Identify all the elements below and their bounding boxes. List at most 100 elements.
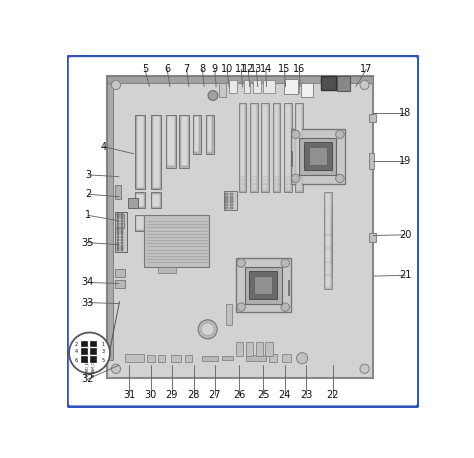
Text: 31: 31 xyxy=(123,390,136,400)
Bar xyxy=(255,343,263,356)
Bar xyxy=(193,115,201,154)
Text: 15: 15 xyxy=(278,64,291,74)
Bar xyxy=(115,185,121,199)
Circle shape xyxy=(292,130,300,138)
Bar xyxy=(250,103,258,192)
Text: PWRD_EN: PWRD_EN xyxy=(85,358,90,376)
Bar xyxy=(152,194,160,207)
Bar xyxy=(324,232,332,276)
Bar xyxy=(136,192,145,208)
Bar xyxy=(369,233,376,242)
Bar xyxy=(222,356,233,360)
Bar xyxy=(282,354,291,362)
Bar xyxy=(121,239,123,241)
Text: 12: 12 xyxy=(242,64,255,74)
Bar xyxy=(151,192,161,208)
Circle shape xyxy=(69,333,110,373)
Bar xyxy=(245,267,282,304)
Bar xyxy=(325,206,331,248)
Bar xyxy=(121,220,123,222)
Bar xyxy=(121,248,123,251)
Bar xyxy=(121,217,123,219)
Bar xyxy=(309,147,327,165)
Bar xyxy=(166,115,176,168)
Bar xyxy=(219,83,226,97)
Bar xyxy=(136,115,145,189)
Bar xyxy=(296,104,302,191)
Text: 28: 28 xyxy=(187,390,200,400)
Bar xyxy=(229,80,237,93)
Bar xyxy=(147,355,155,362)
Bar xyxy=(153,116,160,188)
Text: 32: 32 xyxy=(81,374,93,384)
Bar xyxy=(117,242,119,244)
Bar xyxy=(224,191,237,210)
Text: 35: 35 xyxy=(81,238,93,248)
Bar xyxy=(225,196,228,198)
Bar xyxy=(81,356,87,362)
Circle shape xyxy=(237,303,246,311)
Text: 8: 8 xyxy=(199,64,205,74)
Bar xyxy=(181,116,188,166)
Bar xyxy=(136,215,145,231)
Bar xyxy=(284,103,292,192)
Bar xyxy=(324,245,332,289)
Bar xyxy=(117,213,119,216)
Bar xyxy=(236,258,291,312)
Bar xyxy=(264,80,274,93)
Bar xyxy=(369,114,376,122)
Bar xyxy=(324,218,332,263)
Bar xyxy=(194,116,199,153)
Bar xyxy=(171,355,181,362)
Bar xyxy=(117,223,119,225)
Text: 21: 21 xyxy=(399,270,411,280)
Bar xyxy=(117,229,119,232)
Text: 25: 25 xyxy=(257,390,270,400)
Bar xyxy=(230,207,233,209)
Circle shape xyxy=(336,174,344,183)
Text: 10: 10 xyxy=(221,64,233,74)
Text: 11: 11 xyxy=(235,64,247,74)
Text: 20: 20 xyxy=(399,230,411,240)
Bar xyxy=(225,193,228,195)
Text: 2: 2 xyxy=(85,189,91,199)
Bar xyxy=(261,103,269,192)
Bar xyxy=(230,198,233,201)
Bar xyxy=(151,115,161,189)
Bar xyxy=(90,356,96,362)
Bar xyxy=(253,80,261,93)
Text: 6: 6 xyxy=(74,358,78,363)
Bar xyxy=(230,193,233,195)
Circle shape xyxy=(111,80,120,89)
Text: 4: 4 xyxy=(74,349,78,354)
Bar xyxy=(262,104,268,191)
Text: 29: 29 xyxy=(165,390,178,400)
Text: 1: 1 xyxy=(85,210,91,220)
Circle shape xyxy=(360,80,369,89)
Text: 30: 30 xyxy=(145,390,156,400)
Text: 22: 22 xyxy=(327,390,339,400)
Bar xyxy=(137,217,144,230)
Bar xyxy=(125,354,144,362)
Bar xyxy=(206,115,214,154)
Text: NVRAM_CLR: NVRAM_CLR xyxy=(91,357,95,377)
Circle shape xyxy=(297,353,308,364)
Text: 7: 7 xyxy=(183,64,190,74)
Bar xyxy=(121,242,123,244)
Bar xyxy=(273,103,280,192)
Bar xyxy=(239,103,246,192)
Text: 23: 23 xyxy=(300,390,312,400)
Bar xyxy=(284,79,298,94)
Circle shape xyxy=(336,130,344,138)
Bar xyxy=(324,192,332,236)
Text: 26: 26 xyxy=(233,390,246,400)
Bar xyxy=(117,239,119,241)
Bar xyxy=(90,349,96,354)
Bar xyxy=(121,226,123,229)
Text: 5: 5 xyxy=(142,64,148,74)
Bar xyxy=(225,207,228,209)
Bar xyxy=(107,76,113,360)
Bar xyxy=(225,204,228,206)
Text: 1: 1 xyxy=(101,342,104,347)
Bar xyxy=(180,115,189,168)
